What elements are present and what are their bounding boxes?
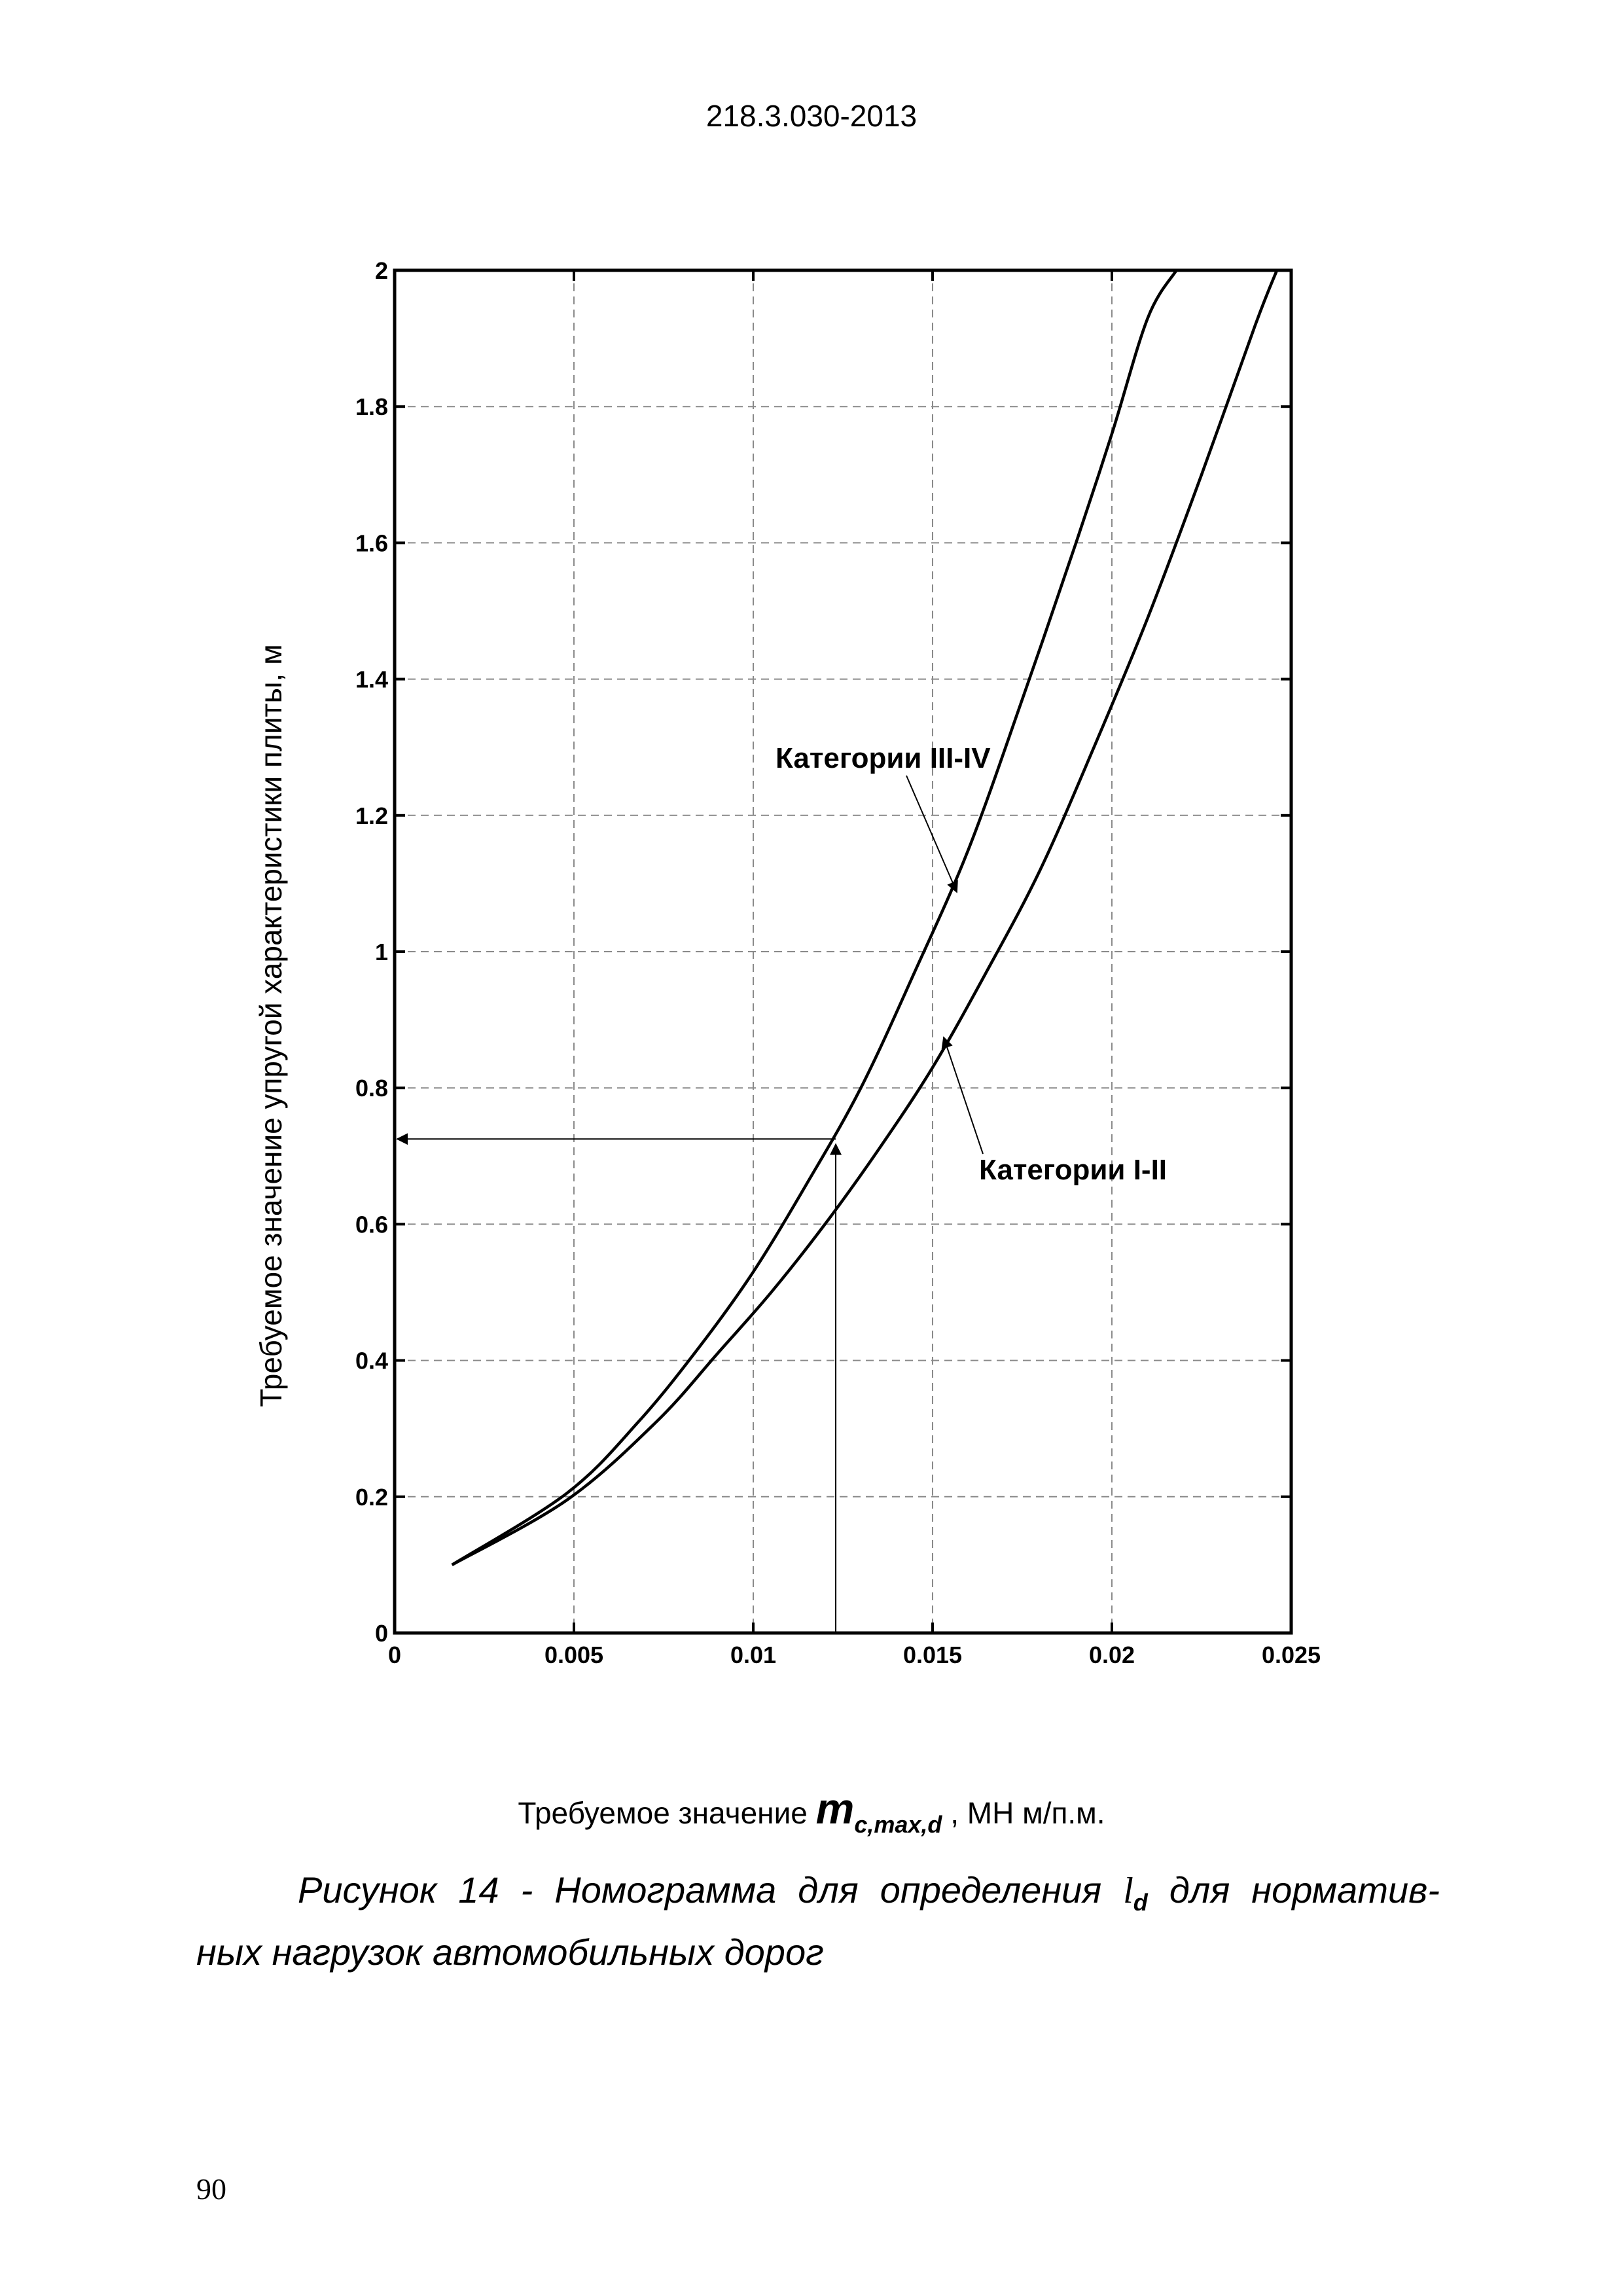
x-tick-label: 0.005: [544, 1641, 603, 1668]
document-code-header: 218.3.030-2013: [705, 99, 918, 133]
caption-line-1: Рисунок 14 - Номограмма для определения …: [196, 1865, 1440, 1928]
x-tick-label: 0: [388, 1641, 401, 1668]
chart-guide-lines: [396, 1133, 842, 1633]
y-tick-label: 2: [375, 257, 388, 284]
x-tick-label: 0.015: [903, 1641, 962, 1668]
y-tick-label: 1.4: [355, 666, 388, 693]
annotation-arrow-iii-iv: [906, 775, 958, 893]
y-tick-label: 0.8: [355, 1075, 388, 1102]
x-axis-variable-symbol: m: [815, 1784, 855, 1833]
y-tick-label: 1.8: [355, 393, 388, 420]
y-tick-label: 0.4: [355, 1348, 388, 1374]
caption-symbol: ld: [1123, 1871, 1148, 1916]
caption-symbol-letter: l: [1123, 1871, 1133, 1911]
caption-symbol-subscript: d: [1133, 1889, 1148, 1916]
y-tick-label: 1.6: [355, 529, 388, 556]
curve-categories-iii-iv: [451, 269, 1178, 1566]
caption-text-1: Рисунок 14 - Номограмма для определения: [298, 1869, 1102, 1910]
chart-annotations: Категории III-IV Категории I-II: [776, 742, 1167, 1186]
x-tick-label: 0.02: [1089, 1641, 1135, 1668]
caption-line-2: ных нагрузок автомобильных дорог: [196, 1931, 824, 1973]
x-axis-variable: mc,max,d: [815, 1784, 942, 1838]
caption-text-2: для норматив-: [1169, 1869, 1440, 1910]
nomogram-chart: 0 0.005 0.01 0.015 0.02 0.025 0 0.2 0.4 0.6 0.8 1 1.…: [254, 257, 1321, 1668]
y-tick-label: 1: [375, 939, 388, 965]
annotation-categories-iii-iv: Категории III-IV: [776, 742, 991, 774]
x-tick-label: 0.025: [1262, 1641, 1321, 1668]
chart-ticks: 0 0.005 0.01 0.015 0.02 0.025 0 0.2 0.4 0.6 0.8 1 1.…: [355, 257, 1321, 1668]
x-tick-label: 0.01: [730, 1641, 776, 1668]
curve-categories-i-ii: [451, 270, 1279, 1566]
x-axis-variable-subscript: c,max,d: [854, 1811, 942, 1839]
y-axis-label: Требуемое значение упругой характеристик…: [254, 644, 288, 1407]
x-axis-label-prefix: Требуемое значение: [518, 1796, 808, 1830]
y-tick-label: 1.2: [355, 802, 388, 829]
chart-series: [451, 269, 1279, 1566]
page-number: 90: [196, 2172, 226, 2206]
x-axis-label: Требуемое значение mc,max,d , МН м/п.м.: [0, 1784, 1623, 1839]
x-axis-label-units: , МН м/п.м.: [950, 1796, 1105, 1830]
figure-caption: Рисунок 14 - Номограмма для определения …: [196, 1865, 1440, 1977]
annotation-arrow-i-ii: [941, 1036, 984, 1155]
annotation-categories-i-ii: Категории I-II: [979, 1154, 1167, 1186]
y-tick-label: 0: [375, 1620, 388, 1647]
y-tick-label: 0.6: [355, 1211, 388, 1238]
y-tick-label: 0.2: [355, 1484, 388, 1511]
chart-grid: [395, 270, 1291, 1633]
